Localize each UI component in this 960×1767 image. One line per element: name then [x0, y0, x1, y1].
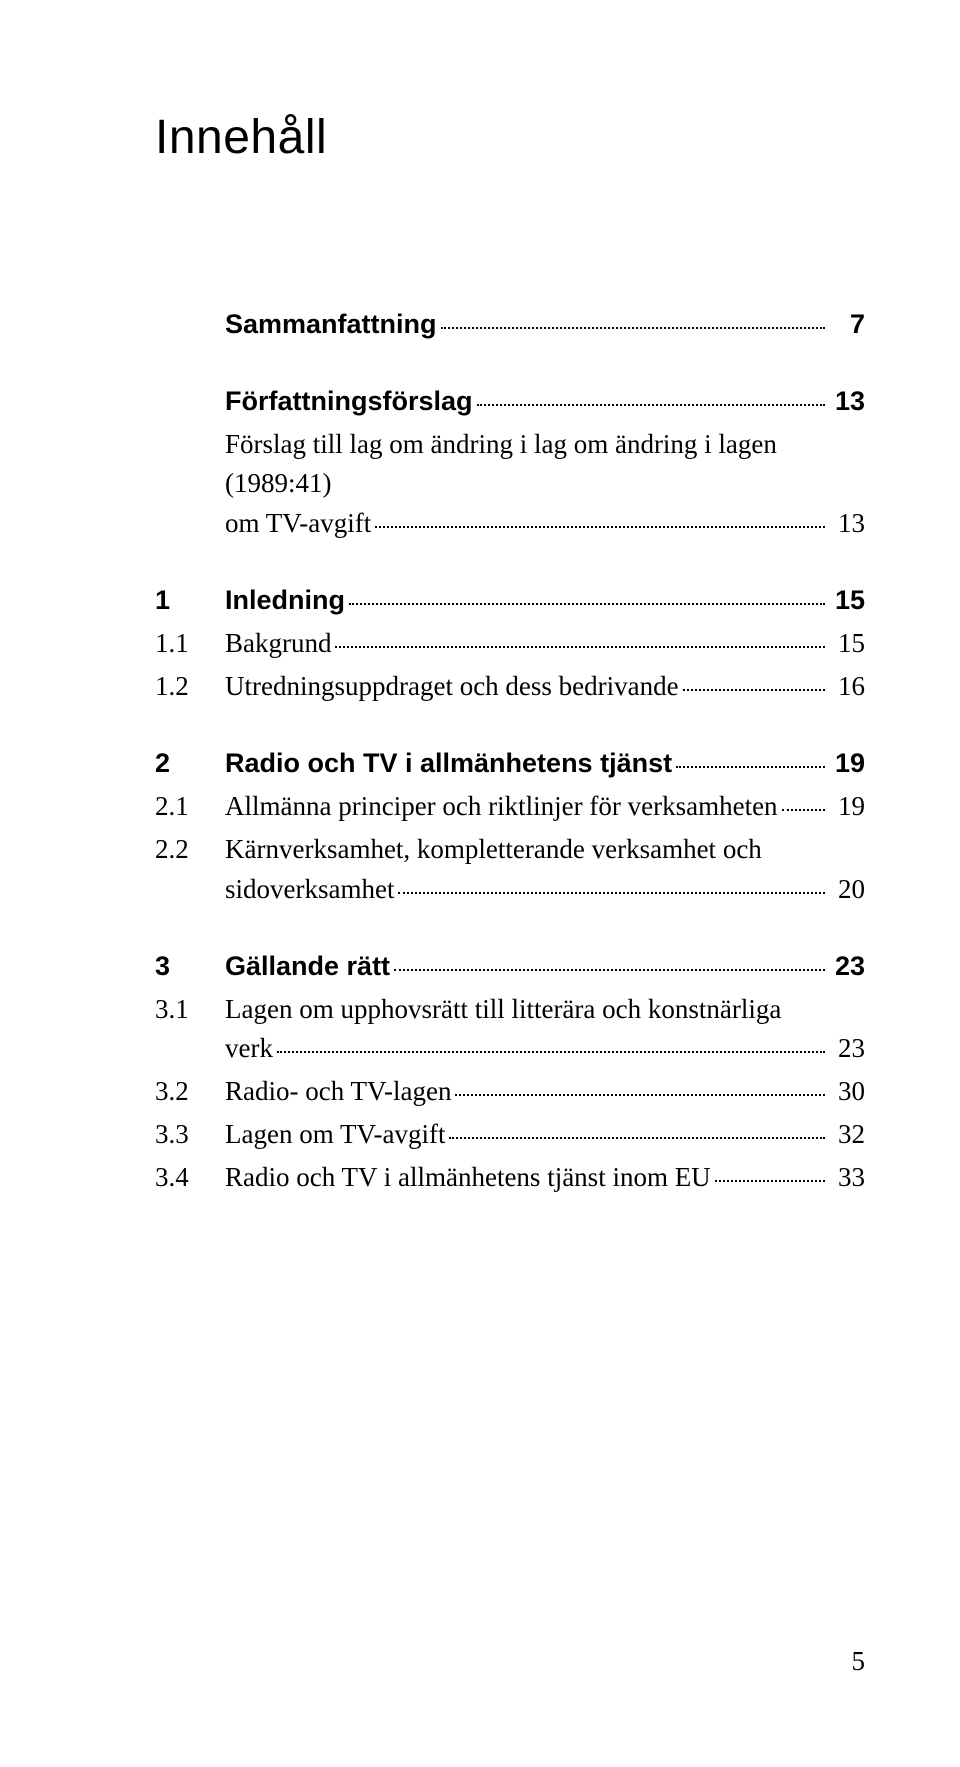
toc-entry-page: 23 — [829, 947, 865, 986]
toc-entry-label: Allmänna principer och riktlinjer för ve… — [225, 787, 778, 826]
toc-entry-label-wrap: Förslag till lag om ändring i lag om änd… — [225, 425, 865, 542]
toc-entry-page: 30 — [829, 1072, 865, 1111]
toc-entry-label: Författningsförslag — [225, 382, 473, 421]
toc-entry-label-line2-row: om TV-avgift 13 — [225, 504, 865, 543]
toc-leader-dots — [455, 1094, 825, 1096]
toc-entry-label: Lagen om upphovsrätt till litterära och … — [225, 990, 865, 1029]
toc-section-row: Sammanfattning 7 — [155, 305, 865, 344]
toc-entry-page: 15 — [829, 581, 865, 620]
toc-leader-dots — [477, 404, 826, 406]
toc-entry-page: 15 — [829, 624, 865, 663]
toc-leader-dots — [715, 1180, 825, 1182]
toc-entry-number: 1 — [155, 581, 225, 620]
toc-leader-dots — [277, 1051, 825, 1053]
toc-entry-number: 1.2 — [155, 667, 225, 706]
toc-entry-page: 33 — [829, 1158, 865, 1197]
toc-entry-page: 7 — [829, 305, 865, 344]
toc-entry-number: 3.2 — [155, 1072, 225, 1111]
toc-leader-dots — [375, 526, 825, 528]
toc-sub-row: 1.2Utredningsuppdraget och dess bedrivan… — [155, 667, 865, 706]
toc-leader-dots — [441, 327, 825, 329]
toc-entry-number: 2.2 — [155, 830, 225, 869]
toc-section-row: 2Radio och TV i allmänhetens tjänst 19 — [155, 744, 865, 783]
toc-entry-label: Radio- och TV-lagen — [225, 1072, 451, 1111]
toc-sub-row: 2.1Allmänna principer och riktlinjer för… — [155, 787, 865, 826]
toc-entry-number: 1.1 — [155, 624, 225, 663]
toc-leader-dots — [394, 969, 825, 971]
toc-sub-row: Förslag till lag om ändring i lag om änd… — [155, 425, 865, 542]
toc-entry-label-line2-row: sidoverksamhet 20 — [225, 870, 865, 909]
toc-sub-row: 3.3Lagen om TV-avgift 32 — [155, 1115, 865, 1154]
toc-entry-label-line2: om TV-avgift — [225, 504, 371, 543]
toc-entry-label: Sammanfattning — [225, 305, 437, 344]
toc-entry-label: Gällande rätt — [225, 947, 390, 986]
toc-entry-number: 3.3 — [155, 1115, 225, 1154]
toc-entry-label: Inledning — [225, 581, 345, 620]
toc-leader-dots — [349, 603, 825, 605]
document-page: Innehåll Sammanfattning 7 Författningsförs… — [0, 0, 960, 1767]
toc-entry-label-line2-row: verk 23 — [225, 1029, 865, 1068]
toc-entry-label: Förslag till lag om ändring i lag om änd… — [225, 425, 865, 503]
toc-leader-dots — [782, 809, 825, 811]
table-of-contents: Sammanfattning7Författningsförslag13Förs… — [155, 305, 865, 1198]
toc-entry-page: 13 — [829, 504, 865, 543]
toc-sub-row: 1.1Bakgrund 15 — [155, 624, 865, 663]
toc-entry-label: Bakgrund — [225, 624, 331, 663]
toc-entry-label: Radio och TV i allmänhetens tjänst — [225, 744, 672, 783]
toc-entry-label: Lagen om TV-avgift — [225, 1115, 445, 1154]
toc-entry-page: 16 — [829, 667, 865, 706]
toc-section-row: 1Inledning 15 — [155, 581, 865, 620]
toc-entry-number: 2.1 — [155, 787, 225, 826]
toc-section-row: 3Gällande rätt 23 — [155, 947, 865, 986]
toc-leader-dots — [398, 892, 825, 894]
toc-entry-number: 3 — [155, 947, 225, 986]
toc-entry-label: Radio och TV i allmänhetens tjänst inom … — [225, 1158, 711, 1197]
toc-entry-page: 19 — [829, 787, 865, 826]
toc-leader-dots — [676, 766, 825, 768]
toc-entry-number: 3.1 — [155, 990, 225, 1029]
toc-sub-row: 2.2Kärnverksamhet, kompletterande verksa… — [155, 830, 865, 908]
toc-entry-page: 19 — [829, 744, 865, 783]
footer-page-number: 5 — [852, 1646, 866, 1677]
toc-entry-label-wrap: Kärnverksamhet, kompletterande verksamhe… — [225, 830, 865, 908]
toc-entry-page: 23 — [829, 1029, 865, 1068]
toc-entry-label-line2: sidoverksamhet — [225, 870, 394, 909]
toc-entry-page: 13 — [829, 382, 865, 421]
toc-section-row: Författningsförslag 13 — [155, 382, 865, 421]
toc-entry-number: 3.4 — [155, 1158, 225, 1197]
page-title: Innehåll — [155, 110, 865, 165]
toc-sub-row: 3.1Lagen om upphovsrätt till litterära o… — [155, 990, 865, 1068]
toc-entry-number: 2 — [155, 744, 225, 783]
toc-leader-dots — [335, 646, 825, 648]
toc-sub-row: 3.2Radio- och TV-lagen 30 — [155, 1072, 865, 1111]
toc-entry-page: 20 — [829, 870, 865, 909]
toc-entry-label-line2: verk — [225, 1029, 273, 1068]
toc-entry-label-wrap: Lagen om upphovsrätt till litterära och … — [225, 990, 865, 1068]
toc-entry-label: Kärnverksamhet, kompletterande verksamhe… — [225, 830, 865, 869]
toc-entry-page: 32 — [829, 1115, 865, 1154]
toc-leader-dots — [449, 1137, 825, 1139]
toc-sub-row: 3.4Radio och TV i allmänhetens tjänst in… — [155, 1158, 865, 1197]
toc-entry-label: Utredningsuppdraget och dess bedrivande — [225, 667, 679, 706]
toc-leader-dots — [683, 689, 825, 691]
